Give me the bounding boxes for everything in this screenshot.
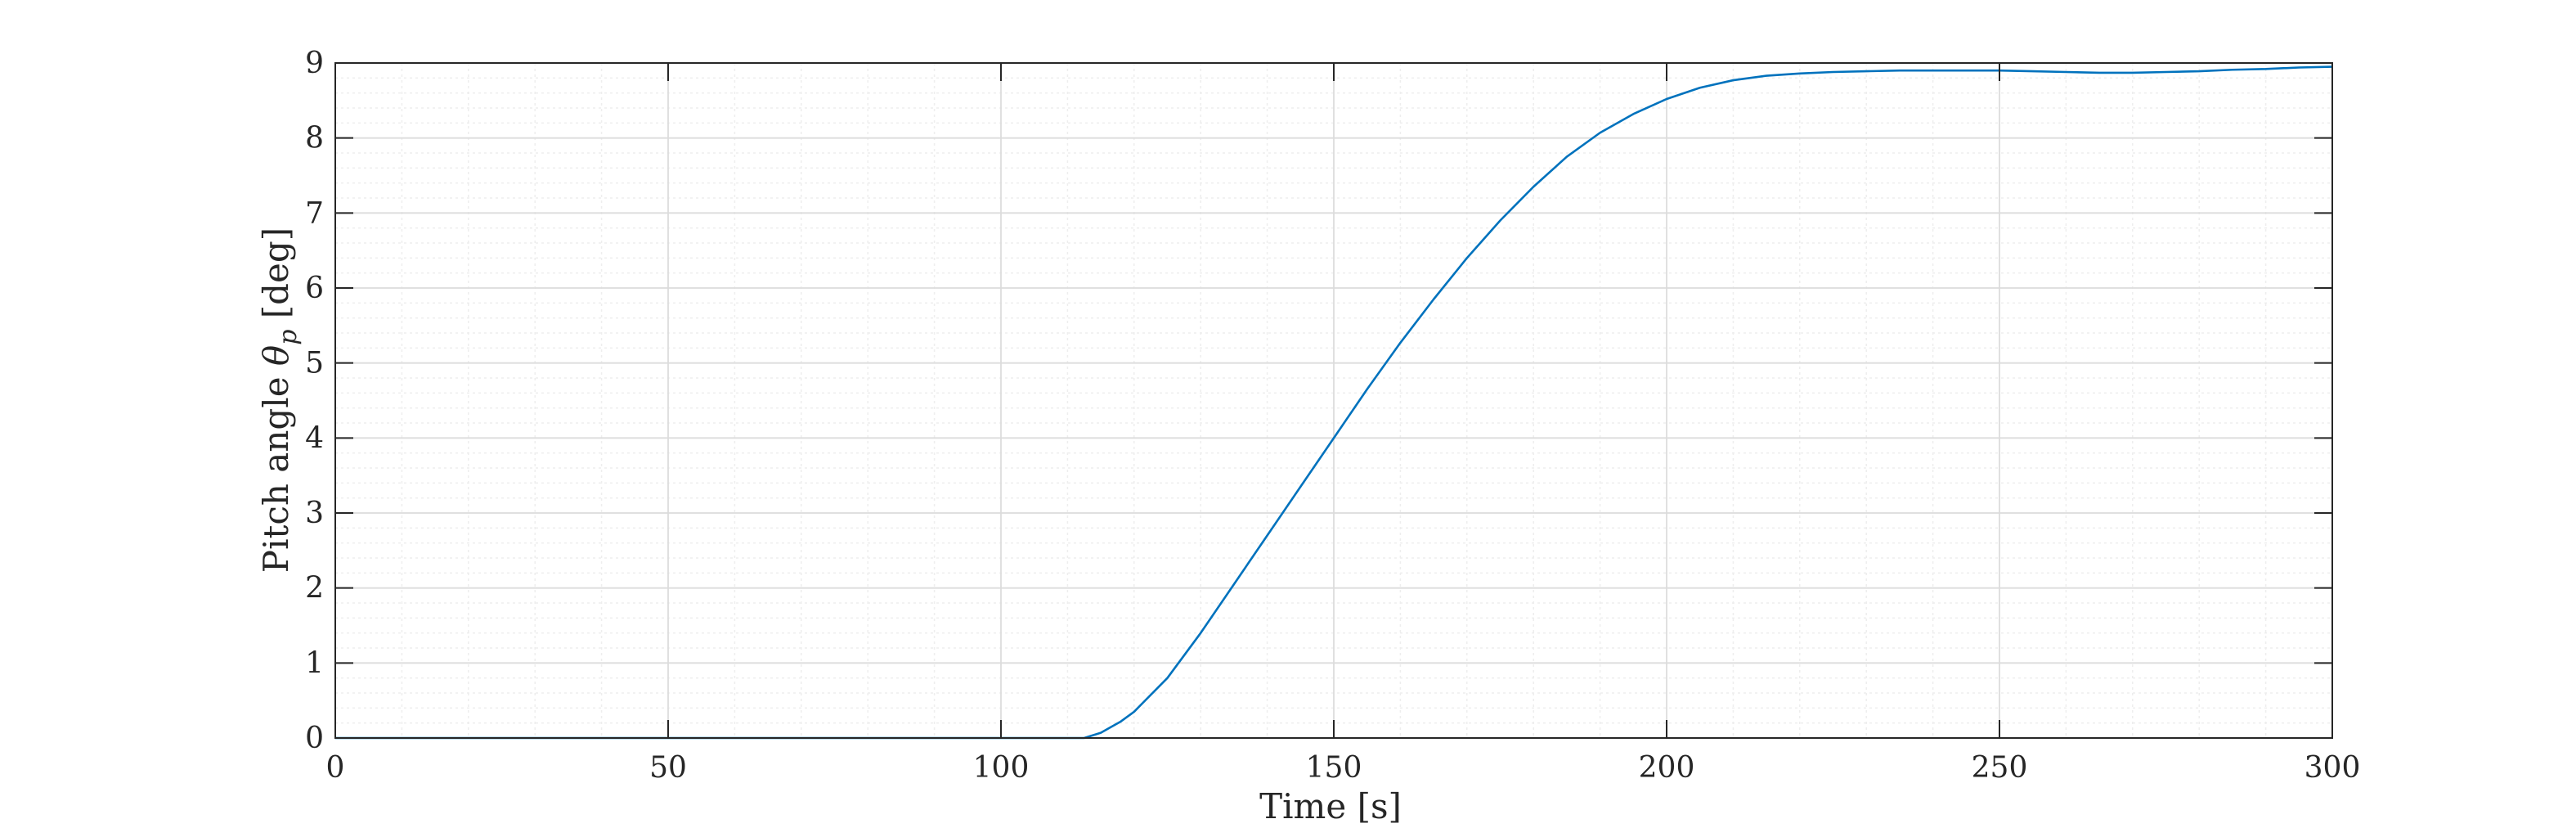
y-tick-label: 5 xyxy=(305,347,324,380)
x-tick-label: 200 xyxy=(1639,751,1695,785)
x-tick-label: 150 xyxy=(1306,751,1362,785)
y-tick-label: 0 xyxy=(305,722,324,755)
y-tick-label: 9 xyxy=(305,47,324,80)
tick-labels: 0 50 100 150 200 250 300 0 1 2 3 4 5 6 7 8 9 xyxy=(305,47,2360,785)
y-tick-label: 7 xyxy=(305,196,324,230)
y-axis-label-symbol: θ xyxy=(256,345,296,366)
y-axis-label-subscript: p xyxy=(274,330,303,345)
y-axis-label-unit: [deg] xyxy=(256,227,296,330)
axes-layer xyxy=(334,62,2333,739)
y-tick-label: 4 xyxy=(305,421,324,455)
y-axis-label-text: Pitch angle xyxy=(256,366,296,573)
y-tick-label: 2 xyxy=(305,572,324,605)
x-tick-label: 0 xyxy=(326,751,345,785)
y-tick-label: 8 xyxy=(305,122,324,155)
y-tick-label: 6 xyxy=(305,272,324,305)
series-line-0 xyxy=(335,65,2333,740)
y-tick-label: 1 xyxy=(305,646,324,680)
y-tick-label: 3 xyxy=(305,497,324,530)
x-tick-label: 50 xyxy=(649,751,687,785)
y-axis-label: Pitch angle θp [deg] xyxy=(256,227,303,573)
major-grid xyxy=(334,62,2333,739)
x-tick-label: 100 xyxy=(973,751,1030,785)
x-tick-label: 300 xyxy=(2304,751,2361,785)
x-tick-label: 250 xyxy=(1972,751,2028,785)
series-layer xyxy=(335,65,2333,740)
x-axis-label: Time [s] xyxy=(1259,786,1402,826)
